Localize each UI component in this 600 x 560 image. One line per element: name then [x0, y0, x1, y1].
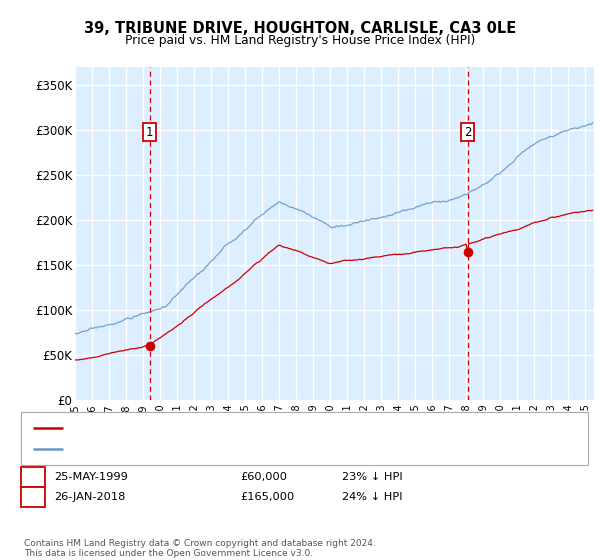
Text: 2: 2	[29, 491, 37, 504]
Text: 2: 2	[464, 125, 472, 138]
Text: 23% ↓ HPI: 23% ↓ HPI	[342, 472, 403, 482]
Text: 39, TRIBUNE DRIVE, HOUGHTON, CARLISLE, CA3 0LE (detached house): 39, TRIBUNE DRIVE, HOUGHTON, CARLISLE, C…	[69, 423, 458, 433]
Text: 25-MAY-1999: 25-MAY-1999	[54, 472, 128, 482]
Text: HPI: Average price, detached house, Cumberland: HPI: Average price, detached house, Cumb…	[69, 444, 338, 454]
Text: 26-JAN-2018: 26-JAN-2018	[54, 492, 125, 502]
Text: £60,000: £60,000	[240, 472, 287, 482]
Text: 39, TRIBUNE DRIVE, HOUGHTON, CARLISLE, CA3 0LE: 39, TRIBUNE DRIVE, HOUGHTON, CARLISLE, C…	[84, 21, 516, 36]
Text: £165,000: £165,000	[240, 492, 294, 502]
Text: Contains HM Land Registry data © Crown copyright and database right 2024.
This d: Contains HM Land Registry data © Crown c…	[24, 539, 376, 558]
Text: 24% ↓ HPI: 24% ↓ HPI	[342, 492, 403, 502]
Text: 1: 1	[29, 470, 37, 484]
Text: 1: 1	[146, 125, 153, 138]
Text: Price paid vs. HM Land Registry's House Price Index (HPI): Price paid vs. HM Land Registry's House …	[125, 34, 475, 46]
